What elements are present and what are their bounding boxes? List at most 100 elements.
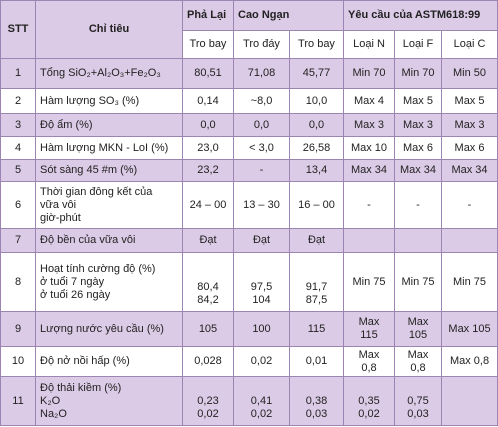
value-cell: Max 34 bbox=[343, 159, 395, 182]
value-cell: 91,7 87,5 bbox=[289, 252, 344, 312]
value-cell: 0,0 bbox=[289, 113, 344, 137]
cell-text: Max 3 bbox=[354, 118, 384, 131]
cell-text: Max 34 bbox=[451, 164, 488, 176]
cell-text: Max 3 bbox=[403, 118, 433, 131]
cell-text: 26,58 bbox=[302, 141, 331, 154]
header-cell: STT bbox=[0, 0, 36, 59]
table-row: 10 Độ nở nồi hấp (%) 0,028 0,02 0,01 Max 0,8 Ma… bbox=[0, 346, 498, 377]
value-cell: Min 75 bbox=[440, 252, 498, 312]
cell-text: Min 70 bbox=[352, 67, 386, 79]
cell-text: 23,0 bbox=[197, 141, 219, 154]
header-cell: Cao Ngạn bbox=[233, 0, 344, 31]
cell-text: Max bbox=[407, 316, 429, 328]
header-cell: Loại N bbox=[343, 30, 395, 59]
cell-text: Min 50 bbox=[453, 67, 487, 79]
cell-text: Độ bền của vữa vôi bbox=[40, 234, 136, 246]
cell-text: ở tuổi 7 ngày bbox=[40, 275, 105, 288]
value-cell: 0,35 0,02 bbox=[343, 376, 395, 426]
value-cell: Min 75 bbox=[343, 252, 395, 312]
cell-text: Lượng nước yêu cầu (%) bbox=[40, 322, 164, 335]
cell-text: 0,0 bbox=[308, 118, 325, 131]
table-row: 4 Hàm lượng MKN - LoI (%) 23,0 < 3,0 26,58 Ma… bbox=[0, 136, 498, 160]
cell-text: Max 34 bbox=[399, 164, 437, 176]
cell-text: 3 bbox=[14, 118, 22, 131]
table-row: 6 Thời gian đông kết của vữa vôi giờ-phút 24… bbox=[0, 181, 498, 229]
cell-text: Tro bay bbox=[298, 38, 335, 50]
cell-text: 0,8 bbox=[361, 361, 377, 374]
cell-text: Loại C bbox=[453, 38, 486, 50]
cell-text: 4 bbox=[14, 141, 22, 154]
stt-cell: 9 bbox=[0, 311, 36, 347]
cell-text: 0,75 bbox=[407, 395, 429, 407]
value-cell: 23,2 bbox=[182, 159, 234, 182]
value-cell: Max 0,8 bbox=[394, 346, 442, 377]
cell-text: Yêu cầu của ASTM618:99 bbox=[348, 9, 481, 21]
cell-text: 84,2 bbox=[197, 294, 219, 306]
value-cell: Max 0,8 bbox=[440, 346, 498, 377]
value-cell: Max 115 bbox=[343, 311, 395, 347]
cell-text: Độ ẩm (%) bbox=[40, 118, 93, 131]
label-cell: Độ ẩm (%) bbox=[35, 113, 183, 137]
label-cell: Hàm lượng SO₃ (%) bbox=[35, 88, 183, 114]
value-cell: 115 bbox=[289, 311, 344, 347]
cell-text: Min 75 bbox=[453, 275, 487, 288]
cell-text: Độ thải kiềm (%) bbox=[40, 381, 122, 394]
value-cell: Đạt bbox=[289, 228, 344, 253]
value-cell: Max 34 bbox=[440, 159, 498, 182]
value-cell: 10,0 bbox=[289, 88, 344, 114]
cell-text: Tro đáy bbox=[243, 38, 280, 50]
value-cell: Max 4 bbox=[343, 88, 395, 114]
header-cell: Yêu cầu của ASTM618:99 bbox=[342, 0, 498, 31]
stt-cell: 2 bbox=[0, 88, 36, 114]
cell-text: Max 5 bbox=[454, 94, 485, 107]
cell-text: Na₂O bbox=[40, 407, 67, 420]
label-cell: Thời gian đông kết của vữa vôi giờ-phút bbox=[35, 181, 183, 229]
value-cell: - bbox=[394, 181, 442, 229]
value-cell bbox=[440, 228, 498, 253]
cell-text: Max bbox=[358, 348, 380, 361]
subheader-row: Tro bay Tro đáy Tro bay Loại N Loại F Loại C bbox=[1, 30, 498, 59]
cell-text: vữa vôi bbox=[40, 198, 77, 211]
value-cell: Max 0,8 bbox=[343, 346, 395, 377]
cell-text: Max 3 bbox=[454, 118, 485, 131]
cell-text: 97,5 bbox=[250, 281, 273, 293]
value-cell: 97,5 104 bbox=[233, 252, 290, 312]
cell-text: 0,35 bbox=[358, 395, 380, 407]
cell-text: 0,02 bbox=[358, 408, 380, 420]
value-cell: Max 5 bbox=[394, 88, 442, 114]
cell-text: Loại N bbox=[353, 38, 385, 50]
table-row: 9 Lượng nước yêu cầu (%) 105 100 115 Max 115 Ma… bbox=[0, 311, 498, 347]
value-cell: 0,01 bbox=[289, 346, 344, 377]
cell-text: Độ nở nồi hấp (%) bbox=[40, 355, 130, 367]
value-cell: Min 50 bbox=[440, 58, 498, 89]
header-cell: Tro bay bbox=[289, 30, 344, 59]
value-cell: Min 75 bbox=[394, 252, 442, 312]
cell-text: 80,4 bbox=[197, 281, 219, 293]
value-cell: 0,0 bbox=[182, 113, 234, 137]
value-cell bbox=[394, 228, 442, 253]
cell-text: 71,08 bbox=[247, 67, 276, 79]
value-cell: 0,38 0,03 bbox=[289, 376, 344, 426]
value-cell: Max 3 bbox=[343, 113, 395, 137]
cell-text: 0,02 bbox=[250, 408, 273, 420]
cell-text: 0,03 bbox=[407, 408, 429, 420]
cell-text: 0,8 bbox=[410, 361, 426, 374]
cell-text: giờ-phút bbox=[40, 211, 81, 224]
cell-text: Sót sàng 45 #m (%) bbox=[40, 164, 138, 176]
cell-text: Đạt bbox=[199, 234, 217, 246]
cell-text: STT bbox=[7, 23, 29, 35]
cell-text: 24 – 00 bbox=[189, 198, 227, 211]
value-cell: - bbox=[440, 181, 498, 229]
cell-text: Chỉ tiêu bbox=[88, 23, 130, 35]
value-cell bbox=[343, 228, 395, 253]
header-cell: Tro bay bbox=[182, 30, 234, 59]
value-cell: Max 6 bbox=[440, 136, 498, 160]
value-cell: - bbox=[233, 159, 290, 182]
label-cell: Độ bền của vữa vôi bbox=[35, 228, 183, 253]
stt-cell: 8 bbox=[0, 252, 36, 312]
cell-text: 16 – 00 bbox=[298, 198, 335, 211]
value-cell: 0,75 0,03 bbox=[394, 376, 442, 426]
value-cell: Max 3 bbox=[394, 113, 442, 137]
